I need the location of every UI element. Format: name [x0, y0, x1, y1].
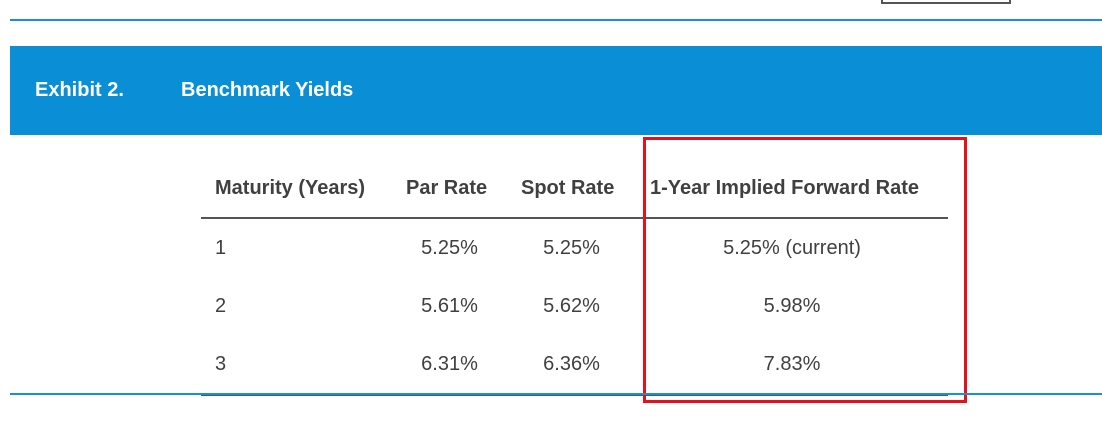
exhibit-header: Exhibit 2. Benchmark Yields	[10, 46, 1102, 135]
cell-spot-rate: 5.25%	[543, 236, 600, 259]
exhibit-label: Exhibit 2.	[35, 79, 124, 101]
cell-par-rate: 6.31%	[392, 335, 507, 396]
exhibit-title: Benchmark Yields	[181, 79, 354, 101]
benchmark-yields-table: Maturity (Years) Par Rate Spot Rate 1-Ye…	[201, 160, 948, 396]
cell-spot-rate: 5.62%	[543, 294, 600, 317]
cell-maturity: 3	[201, 335, 392, 396]
header-forward-rate: 1-Year Implied Forward Rate	[636, 160, 948, 219]
top-partial-box	[881, 0, 1011, 4]
table-row: 1 5.25% 5.25% 5.25% (current)	[201, 218, 948, 277]
cell-forward-rate: 5.25% (current)	[723, 236, 861, 259]
table-header-row: Maturity (Years) Par Rate Spot Rate 1-Ye…	[201, 160, 948, 219]
cell-par-rate: 5.25%	[421, 236, 478, 259]
cell-forward-rate: 5.98%	[763, 294, 821, 317]
top-divider	[10, 19, 1102, 21]
forward-rate-highlight	[643, 137, 967, 403]
cell-spot-rate: 6.36%	[507, 335, 636, 396]
cell-par-rate: 5.61%	[421, 294, 478, 317]
header-par-rate: Par Rate	[392, 160, 507, 219]
cell-maturity: 1	[215, 236, 227, 259]
header-maturity: Maturity (Years)	[201, 160, 392, 219]
table-row: 3 6.31% 6.36% 7.83%	[201, 335, 948, 396]
cell-maturity: 2	[215, 294, 227, 317]
bottom-divider	[10, 393, 1102, 395]
header-spot-rate: Spot Rate	[507, 160, 636, 219]
table-row: 2 5.61% 5.62% 5.98%	[201, 277, 948, 335]
